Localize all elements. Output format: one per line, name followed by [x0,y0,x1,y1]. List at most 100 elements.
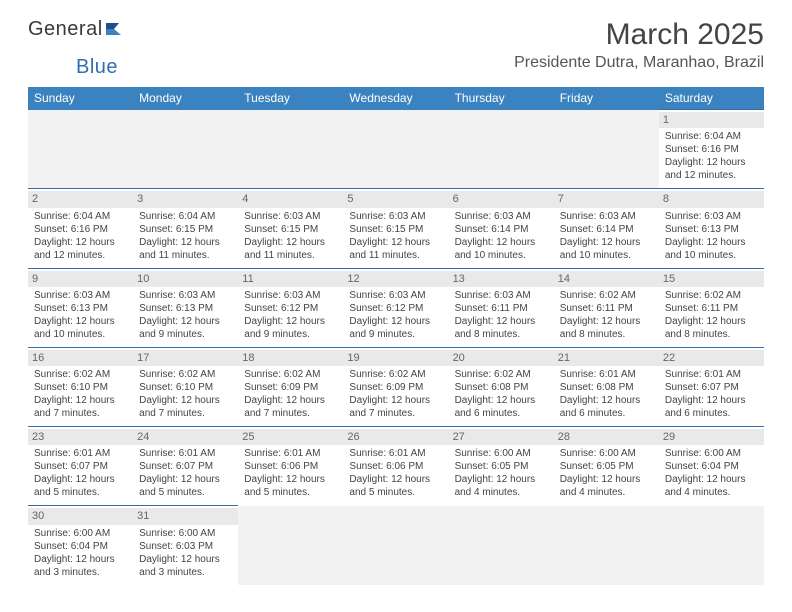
sunrise-text: Sunrise: 6:01 AM [665,368,758,381]
day-number: 17 [133,350,238,366]
day-number: 22 [659,350,764,366]
daylight-text: Daylight: 12 hours and 7 minutes. [139,394,232,420]
calendar-day-cell: 24Sunrise: 6:01 AMSunset: 6:07 PMDayligh… [133,427,238,506]
daylight-text: Daylight: 12 hours and 10 minutes. [560,236,653,262]
month-title: March 2025 [514,18,764,52]
daylight-text: Daylight: 12 hours and 11 minutes. [139,236,232,262]
sunset-text: Sunset: 6:16 PM [34,223,127,236]
daylight-text: Daylight: 12 hours and 12 minutes. [34,236,127,262]
calendar-day-cell: 13Sunrise: 6:03 AMSunset: 6:11 PMDayligh… [449,268,554,347]
day-number: 26 [343,429,448,445]
calendar-week-row: 9Sunrise: 6:03 AMSunset: 6:13 PMDaylight… [28,268,764,347]
sunrise-text: Sunrise: 6:04 AM [665,130,758,143]
calendar-day-cell [554,506,659,585]
weekday-header: Saturday [659,87,764,110]
sunrise-text: Sunrise: 6:01 AM [349,447,442,460]
daylight-text: Daylight: 12 hours and 4 minutes. [665,473,758,499]
location: Presidente Dutra, Maranhao, Brazil [514,54,764,72]
sunset-text: Sunset: 6:12 PM [244,302,337,315]
weekday-header-row: Sunday Monday Tuesday Wednesday Thursday… [28,87,764,110]
weekday-header: Tuesday [238,87,343,110]
daylight-text: Daylight: 12 hours and 4 minutes. [560,473,653,499]
sunset-text: Sunset: 6:10 PM [34,381,127,394]
sunset-text: Sunset: 6:11 PM [455,302,548,315]
sunrise-text: Sunrise: 6:02 AM [244,368,337,381]
sunset-text: Sunset: 6:03 PM [139,540,232,553]
weekday-header: Thursday [449,87,554,110]
sunrise-text: Sunrise: 6:03 AM [455,210,548,223]
sunset-text: Sunset: 6:11 PM [665,302,758,315]
logo: General [28,18,127,41]
sunrise-text: Sunrise: 6:02 AM [455,368,548,381]
calendar-day-cell [238,110,343,189]
sunset-text: Sunset: 6:06 PM [349,460,442,473]
sunrise-text: Sunrise: 6:00 AM [665,447,758,460]
daylight-text: Daylight: 12 hours and 10 minutes. [34,315,127,341]
calendar-day-cell [28,110,133,189]
sunset-text: Sunset: 6:08 PM [560,381,653,394]
daylight-text: Daylight: 12 hours and 9 minutes. [139,315,232,341]
sunset-text: Sunset: 6:07 PM [139,460,232,473]
day-number: 30 [28,508,133,524]
day-number: 10 [133,271,238,287]
sunset-text: Sunset: 6:10 PM [139,381,232,394]
daylight-text: Daylight: 12 hours and 8 minutes. [665,315,758,341]
sunrise-text: Sunrise: 6:03 AM [139,289,232,302]
sunset-text: Sunset: 6:15 PM [349,223,442,236]
sunset-text: Sunset: 6:15 PM [139,223,232,236]
sunset-text: Sunset: 6:13 PM [665,223,758,236]
day-number: 25 [238,429,343,445]
flag-icon [105,21,127,37]
sunset-text: Sunset: 6:09 PM [349,381,442,394]
daylight-text: Daylight: 12 hours and 6 minutes. [455,394,548,420]
calendar-week-row: 30 Sunrise: 6:00 AM Sunset: 6:04 PMDayligh… [28,506,764,585]
calendar-week-row: 1Sunrise: 6:04 AMSunset: 6:16 PMDaylight… [28,110,764,189]
calendar-day-cell: 31Sunrise: 6:00 AMSunset: 6:03 PMDayligh… [133,506,238,585]
sunrise-text: Sunrise: 6:03 AM [560,210,653,223]
sunset-text: Sunset: 6:16 PM [665,143,758,156]
calendar-day-cell: 26Sunrise: 6:01 AMSunset: 6:06 PMDayligh… [343,427,448,506]
daylight-text: Daylight: 12 hours and 12 minutes. [665,156,758,182]
day-number: 15 [659,271,764,287]
calendar-week-row: 16Sunrise: 6:02 AMSunset: 6:10 PMDayligh… [28,347,764,426]
calendar-day-cell: 25Sunrise: 6:01 AMSunset: 6:06 PMDayligh… [238,427,343,506]
calendar-day-cell [238,506,343,585]
day-number: 11 [238,271,343,287]
calendar-day-cell: 5Sunrise: 6:03 AMSunset: 6:15 PMDaylight… [343,189,448,268]
sunset-text: Sunset: 6:12 PM [349,302,442,315]
sunrise-text: Sunrise: 6:00 AM [139,527,232,540]
sunrise-text: Sunrise: 6:04 AM [34,210,127,223]
day-number: 7 [554,191,659,207]
daylight-text: Daylight: 12 hours and 11 minutes. [349,236,442,262]
daylight-text: Daylight: 12 hours and 10 minutes. [455,236,548,262]
calendar-day-cell [659,506,764,585]
calendar-day-cell: 2 Sunrise: 6:04 AMSunset: 6:16 PMDaylight… [28,189,133,268]
day-number: 28 [554,429,659,445]
sunset-text: Sunset: 6:04 PM [665,460,758,473]
sunrise-text: Sunrise: 6:01 AM [244,447,337,460]
daylight-text: Daylight: 12 hours and 7 minutes. [349,394,442,420]
sunset-text: Sunset: 6:05 PM [560,460,653,473]
day-number: 2 [28,191,133,207]
calendar-day-cell [343,110,448,189]
sunset-text: Sunset: 6:11 PM [560,302,653,315]
sunrise-text: Sunrise: 6:00 AM [560,447,653,460]
sunrise-text: Sunrise: 6:02 AM [349,368,442,381]
sunrise-text: Sunrise: 6:03 AM [349,210,442,223]
sunset-text: Sunset: 6:15 PM [244,223,337,236]
day-number: 16 [28,350,133,366]
day-number: 23 [28,429,133,445]
sunrise-text: Sunrise: 6:01 AM [34,447,127,460]
daylight-text: Daylight: 12 hours and 6 minutes. [560,394,653,420]
calendar-day-cell [449,110,554,189]
calendar-day-cell: 20Sunrise: 6:02 AMSunset: 6:08 PMDayligh… [449,347,554,426]
calendar-day-cell [133,110,238,189]
sunset-text: Sunset: 6:04 PM [34,540,127,553]
daylight-text: Daylight: 12 hours and 6 minutes. [665,394,758,420]
calendar-day-cell: 21Sunrise: 6:01 AMSunset: 6:08 PMDayligh… [554,347,659,426]
daylight-text: Daylight: 12 hours and 3 minutes. [34,553,127,579]
sunrise-text: Sunrise: 6:04 AM [139,210,232,223]
weekday-header: Sunday [28,87,133,110]
sunrise-text: Sunrise: 6:03 AM [349,289,442,302]
calendar-week-row: 2Sunrise: 6:04 AMSunset: 6:16 PMDaylight… [28,189,764,268]
